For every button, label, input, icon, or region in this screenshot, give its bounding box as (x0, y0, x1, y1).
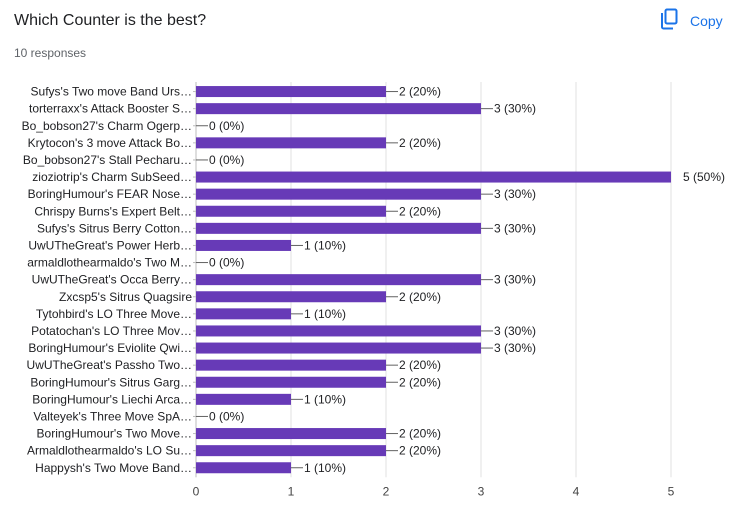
data-label: 3 (30%) (494, 341, 536, 355)
bar (196, 325, 481, 337)
bar (196, 445, 386, 457)
bar (196, 359, 386, 371)
x-tick-label: 3 (478, 484, 485, 498)
bar (196, 86, 386, 98)
data-label: 1 (10%) (304, 238, 346, 252)
category-label: Tytohbird's LO Three Move… (36, 307, 192, 321)
data-label: 2 (20%) (399, 427, 441, 441)
category-label: Sufys's Two move Band Urs… (31, 85, 192, 99)
category-label: armaldlothearmaldo's Two M… (27, 256, 192, 270)
data-label: 3 (30%) (494, 273, 536, 287)
x-tick-label: 2 (383, 484, 390, 498)
data-label: 0 (0%) (209, 409, 244, 423)
data-label: 3 (30%) (494, 187, 536, 201)
bar (196, 393, 291, 405)
category-label: Valteyek's Three Move SpA… (33, 409, 192, 423)
category-label: Krytocon's 3 move Attack Bo… (28, 136, 192, 150)
data-label: 0 (0%) (209, 256, 244, 270)
data-label: 2 (20%) (399, 444, 441, 458)
category-label: Happysh's Two Move Band… (35, 461, 192, 475)
data-label: 1 (10%) (304, 461, 346, 475)
data-label: 3 (30%) (494, 324, 536, 338)
x-tick-label: 1 (288, 484, 295, 498)
data-label: 1 (10%) (304, 392, 346, 406)
data-label: 0 (0%) (209, 119, 244, 133)
category-label: Zxcsp5's Sitrus Quagsire (59, 290, 192, 304)
data-label: 0 (0%) (209, 153, 244, 167)
copy-button[interactable]: Copy (660, 8, 723, 34)
bar (196, 274, 481, 286)
data-label: 2 (20%) (399, 204, 441, 218)
chart-header: Which Counter is the best? 10 responses (14, 10, 206, 60)
bar (196, 376, 386, 388)
data-label: 2 (20%) (399, 136, 441, 150)
bar (196, 103, 481, 115)
bar (196, 342, 481, 354)
category-label: BoringHumour's FEAR Nose… (28, 187, 192, 201)
x-tick-label: 5 (668, 484, 675, 498)
category-label: BoringHumour's Eviolite Qwi… (28, 341, 192, 355)
question-title: Which Counter is the best? (14, 12, 207, 29)
response-count: 10 responses (14, 46, 87, 60)
bar (196, 291, 386, 303)
bar (196, 188, 481, 200)
category-label: UwUTheGreat's Power Herb… (28, 238, 192, 252)
category-label: Chrispy Burns's Expert Belt… (34, 204, 192, 218)
data-label: 2 (20%) (399, 290, 441, 304)
data-label: 2 (20%) (399, 375, 441, 389)
data-label: 1 (10%) (304, 307, 346, 321)
bar (196, 171, 671, 183)
category-label: zioziotrip's Charm SubSeed… (32, 170, 192, 184)
category-label: Potatochan's LO Three Mov… (31, 324, 192, 338)
x-tick-label: 4 (573, 484, 580, 498)
bar (196, 428, 386, 440)
bar (196, 137, 386, 149)
bar (196, 222, 481, 234)
bar (196, 239, 291, 251)
data-label: 5 (50%) (683, 170, 725, 184)
copy-label: Copy (690, 13, 723, 29)
data-label: 2 (20%) (399, 85, 441, 99)
category-label: BoringHumour's Sitrus Garg… (30, 375, 192, 389)
bar (196, 462, 291, 474)
category-label: BoringHumour's Two Move… (37, 427, 192, 441)
category-label: Bo_bobson27's Stall Pecharu… (23, 153, 192, 167)
category-label: Bo_bobson27's Charm Ogerp… (22, 119, 192, 133)
bar (196, 308, 291, 320)
category-label: Sufys's Sitrus Berry Cotton… (37, 221, 192, 235)
category-label: Armaldlothearmaldo's LO Su… (27, 444, 192, 458)
copy-icon (660, 8, 680, 35)
category-label: UwUTheGreat's Occa Berry… (32, 273, 192, 287)
bar (196, 205, 386, 217)
data-label: 3 (30%) (494, 221, 536, 235)
x-tick-label: 0 (193, 484, 200, 498)
category-label: torterraxx's Attack Booster S… (29, 102, 192, 116)
category-label: UwUTheGreat's Passho Two… (27, 358, 192, 372)
data-label: 3 (30%) (494, 102, 536, 116)
category-label: BoringHumour's Liechi Arca… (32, 392, 192, 406)
data-label: 2 (20%) (399, 358, 441, 372)
